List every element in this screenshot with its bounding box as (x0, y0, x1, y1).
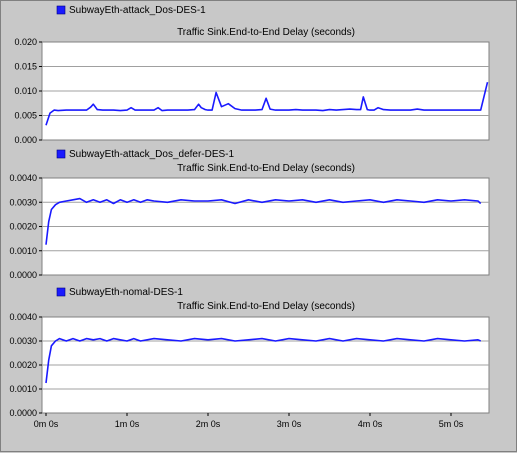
chart-panel-1: SubwayEth-attack_Dos-DES-1 Traffic Sink.E… (14, 5, 490, 145)
y-tick-label: 0.015 (14, 62, 37, 72)
chart-title: Traffic Sink.End-to-End Delay (seconds) (177, 163, 355, 174)
y-tick-label: 0.0010 (9, 384, 37, 394)
y-tick-label: 0.0030 (9, 336, 37, 346)
y-tick-label: 0.005 (14, 111, 37, 121)
x-tick-label: 0m 0s (34, 419, 59, 429)
y-tick-label: 0.0000 (9, 408, 37, 418)
legend-label: SubwayEth-nomal-DES-1 (69, 287, 183, 298)
y-tick-label: 0.0040 (9, 173, 37, 183)
chart-title: Traffic Sink.End-to-End Delay (seconds) (177, 27, 355, 38)
series-line (45, 337, 482, 384)
y-tick-label: 0.0020 (9, 222, 37, 232)
y-tick-label: 0.020 (14, 37, 37, 47)
y-tick-label: 0.0030 (9, 197, 37, 207)
x-tick-label: 3m 0s (277, 419, 302, 429)
x-tick-label: 1m 0s (115, 419, 140, 429)
series-line (45, 197, 482, 245)
legend-label: SubwayEth-attack_Dos_defer-DES-1 (69, 149, 235, 160)
chart-panel-3: SubwayEth-nomal-DES-1 Traffic Sink.End-to… (9, 287, 490, 429)
chart-title: Traffic Sink.End-to-End Delay (seconds) (177, 301, 355, 312)
x-tick-label: 4m 0s (358, 419, 383, 429)
legend-label: SubwayEth-attack_Dos-DES-1 (69, 5, 206, 16)
y-tick-label: 0.0000 (9, 270, 37, 280)
y-tick-label: 0.0010 (9, 246, 37, 256)
y-tick-label: 0.0040 (9, 312, 37, 322)
y-tick-label: 0.010 (14, 86, 37, 96)
x-tick-label: 2m 0s (196, 419, 221, 429)
legend-swatch (56, 149, 66, 159)
legend-swatch (56, 5, 66, 15)
y-tick-label: 0.0020 (9, 360, 37, 370)
y-tick-label: 0.000 (14, 135, 37, 145)
chart-panel-2: SubwayEth-attack_Dos_defer-DES-1 Traffic … (9, 149, 490, 280)
x-tick-label: 5m 0s (439, 419, 464, 429)
series-line (45, 82, 489, 126)
legend-swatch (56, 287, 66, 297)
